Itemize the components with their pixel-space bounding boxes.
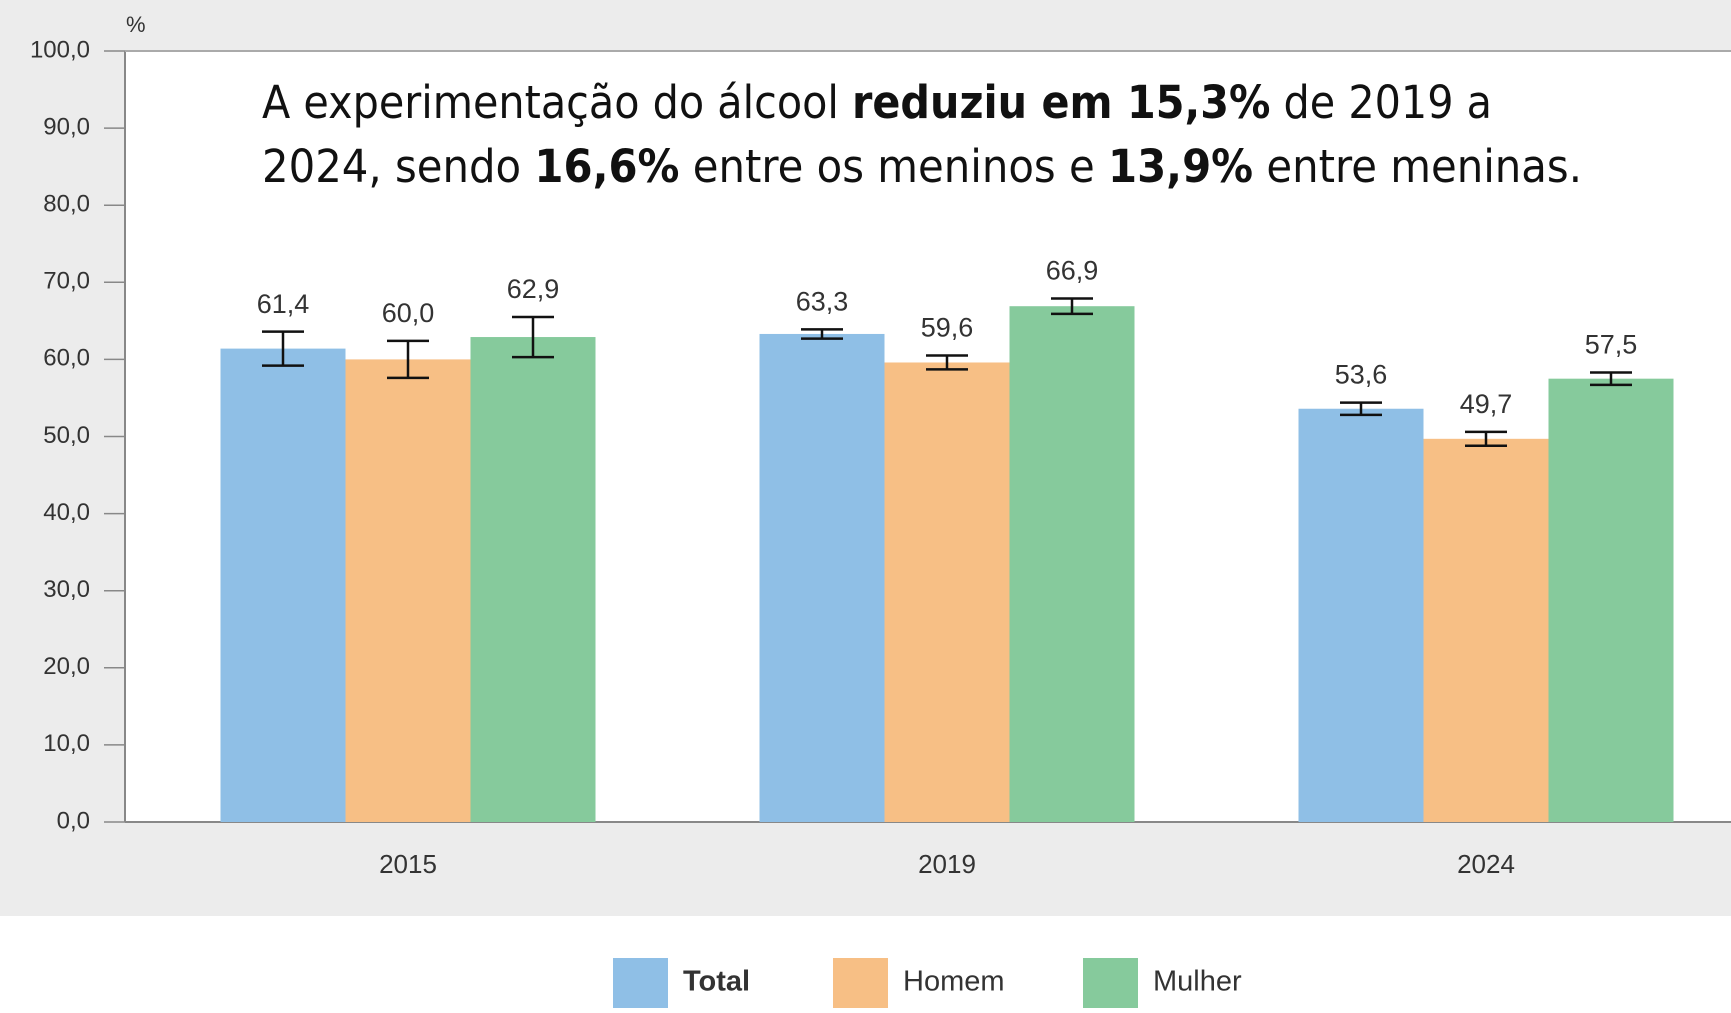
annotation-run: 2024, sendo xyxy=(262,140,534,193)
error-bar xyxy=(387,339,429,380)
x-tick-label: 2015 xyxy=(379,849,437,879)
value-label: 60,0 xyxy=(382,298,435,328)
y-tick-label: 80,0 xyxy=(43,191,90,218)
annotation-run: A experimentação do álcool xyxy=(262,76,852,129)
error-bar xyxy=(926,354,968,371)
annotation-run: de 2019 a xyxy=(1270,76,1492,129)
bar xyxy=(345,359,471,822)
bar xyxy=(1548,378,1674,822)
value-label: 61,4 xyxy=(257,289,310,319)
y-tick-label: 50,0 xyxy=(43,422,90,449)
y-tick-label: 20,0 xyxy=(43,653,90,680)
y-tick-label: 10,0 xyxy=(43,730,90,757)
value-label: 53,6 xyxy=(1335,360,1388,390)
annotation-run: reduziu em 15,3% xyxy=(852,76,1270,129)
y-tick-label: 90,0 xyxy=(43,113,90,140)
y-tick-label: 70,0 xyxy=(43,268,90,295)
value-label: 49,7 xyxy=(1460,389,1513,419)
bar xyxy=(1423,438,1549,822)
error-bar xyxy=(801,328,843,340)
x-tick-label: 2019 xyxy=(918,849,976,879)
error-bar xyxy=(1590,371,1632,387)
y-axis-unit: % xyxy=(126,12,146,37)
legend-swatch xyxy=(833,958,888,1008)
error-bar xyxy=(1465,430,1507,448)
annotation: A experimentação do álcool reduziu em 15… xyxy=(262,76,1582,193)
annotation-line: 2024, sendo 16,6% entre os meninos e 13,… xyxy=(262,140,1582,193)
annotation-run: 16,6% xyxy=(534,140,679,193)
value-label: 66,9 xyxy=(1046,256,1099,286)
annotation-run: entre meninas. xyxy=(1253,140,1582,193)
annotation-run: entre os meninos e xyxy=(679,140,1108,193)
legend-label: Total xyxy=(683,966,750,998)
legend-label: Mulher xyxy=(1153,966,1242,998)
bar xyxy=(220,348,346,822)
error-bar xyxy=(1340,401,1382,417)
value-label: 63,3 xyxy=(796,286,849,316)
legend-label: Homem xyxy=(903,966,1005,998)
annotation-run: 13,9% xyxy=(1108,140,1253,193)
legend-swatch xyxy=(613,958,668,1008)
y-tick-label: 0,0 xyxy=(57,807,90,834)
y-tick-label: 100,0 xyxy=(30,36,90,63)
value-label: 57,5 xyxy=(1585,330,1638,360)
error-bar xyxy=(512,315,554,359)
bar xyxy=(884,362,1010,822)
x-tick-label: 2024 xyxy=(1457,849,1515,879)
error-bar xyxy=(1051,297,1093,316)
y-tick-label: 60,0 xyxy=(43,345,90,372)
y-tick-label: 30,0 xyxy=(43,576,90,603)
annotation-line: A experimentação do álcool reduziu em 15… xyxy=(262,76,1492,129)
bar xyxy=(1298,408,1424,822)
bar xyxy=(759,333,885,822)
error-bar xyxy=(262,330,304,367)
legend-swatch xyxy=(1083,958,1138,1008)
value-label: 59,6 xyxy=(921,313,974,343)
value-label: 62,9 xyxy=(507,274,560,304)
bar xyxy=(1009,306,1135,822)
y-tick-label: 40,0 xyxy=(43,499,90,526)
bar xyxy=(470,337,596,822)
